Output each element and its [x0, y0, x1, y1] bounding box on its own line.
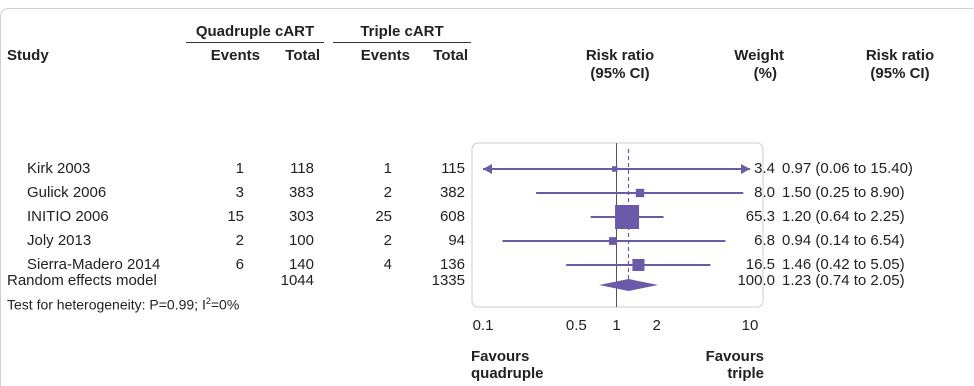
q-total: 118 — [290, 160, 314, 177]
group-label-triple: Triple cART — [360, 23, 444, 40]
weight: 3.4 — [754, 160, 775, 177]
favours-left-line1: Favours — [471, 348, 530, 365]
header-q-events: Events — [210, 47, 260, 64]
header-rr-line2: (95% CI) — [590, 65, 650, 82]
group-rule-quadruple — [186, 42, 324, 43]
header-weight-line1: Weight — [734, 47, 784, 64]
ci-text: 0.94 (0.14 to 6.54) — [782, 232, 905, 249]
t-total: 94 — [448, 232, 465, 249]
header-study: Study — [7, 47, 49, 64]
study-name: Sierra-Madero 2014 — [27, 256, 161, 273]
ci-text: 1.50 (0.25 to 8.90) — [782, 184, 905, 201]
t-total: 382 — [439, 184, 465, 201]
q-total: 140 — [288, 256, 314, 273]
t-events: 25 — [375, 208, 392, 225]
q-events: 3 — [235, 184, 244, 201]
favours-right-line2: triple — [727, 365, 764, 382]
heterogeneity-main: Test for heterogeneity: P=0.99; I — [7, 296, 206, 313]
favours-left-line2: quadruple — [471, 365, 544, 382]
study-point-box — [615, 205, 640, 229]
heterogeneity-text: Test for heterogeneity: P=0.99; I2=0% — [7, 297, 239, 312]
ci-arrow-left — [483, 164, 492, 174]
header-rr-line1: Risk ratio — [585, 47, 655, 64]
header-t-total: Total — [433, 47, 468, 64]
q-events: 6 — [235, 256, 244, 273]
weight: 65.3 — [745, 208, 775, 225]
summary-ci-text: 1.23 (0.74 to 2.05) — [782, 272, 905, 289]
header-weight-line2: (%) — [753, 65, 777, 82]
x-tick-label: 1 — [612, 317, 620, 334]
ci-text: 1.46 (0.42 to 5.05) — [782, 256, 905, 273]
summary-t-total: 1335 — [431, 272, 465, 289]
q-events: 2 — [235, 232, 244, 249]
pooled-diamond — [599, 279, 659, 291]
header-rrci-line1: Risk ratio — [865, 47, 935, 64]
study-name: Kirk 2003 — [27, 160, 91, 177]
header-q-total: Total — [285, 47, 320, 64]
t-total: 115 — [441, 160, 465, 177]
summary-weight: 100.0 — [737, 272, 775, 289]
q-events: 15 — [227, 208, 244, 225]
x-tick-label: 10 — [742, 317, 759, 334]
ci-arrow-right — [741, 164, 750, 174]
heterogeneity-rest: =0% — [210, 296, 240, 313]
study-point-box — [609, 237, 617, 245]
weight: 6.8 — [754, 232, 775, 249]
ci-text: 0.97 (0.06 to 15.40) — [782, 160, 913, 177]
q-events: 1 — [235, 160, 244, 177]
t-events: 4 — [383, 256, 392, 273]
x-tick-label: 0.5 — [566, 317, 587, 334]
study-name: INITIO 2006 — [27, 208, 109, 225]
weight: 8.0 — [754, 184, 775, 201]
study-name: Joly 2013 — [27, 232, 92, 249]
study-point-box — [611, 166, 618, 172]
study-point-box — [632, 258, 645, 272]
heterogeneity-sup: 2 — [205, 296, 211, 306]
study-name: Gulick 2006 — [27, 184, 107, 201]
q-total: 100 — [288, 232, 314, 249]
q-total: 383 — [288, 184, 314, 201]
x-tick-label: 2 — [653, 317, 661, 334]
header-rrci-line2: (95% CI) — [870, 65, 930, 82]
q-total: 303 — [288, 208, 314, 225]
header-t-events: Events — [360, 47, 410, 64]
favours-right-line1: Favours — [705, 348, 764, 365]
plot-box — [471, 142, 764, 308]
ci-text: 1.20 (0.64 to 2.25) — [782, 208, 905, 225]
summary-label: Random effects model — [7, 272, 157, 289]
summary-q-total: 1044 — [280, 272, 314, 289]
weight: 16.5 — [745, 256, 775, 273]
t-total: 608 — [439, 208, 465, 225]
study-point-box — [635, 188, 645, 198]
group-rule-triple — [333, 42, 471, 43]
t-events: 2 — [383, 232, 392, 249]
figure-frame — [0, 8, 974, 386]
t-total: 136 — [439, 256, 465, 273]
group-label-quadruple: Quadruple cART — [195, 23, 315, 40]
t-events: 1 — [383, 160, 392, 177]
t-events: 2 — [383, 184, 392, 201]
x-tick-label: 0.1 — [473, 317, 494, 334]
